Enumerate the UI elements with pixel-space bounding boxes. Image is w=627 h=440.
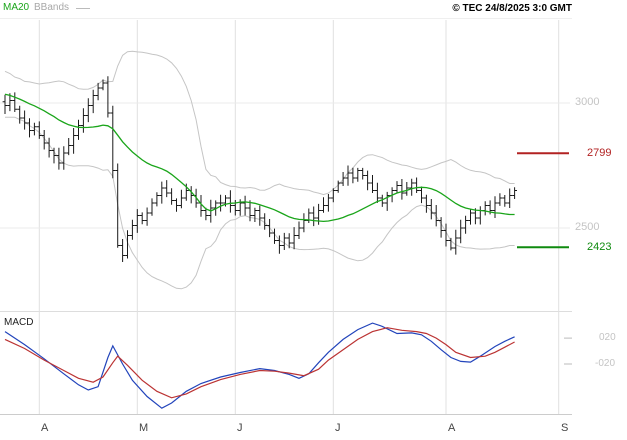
macd-signal-line bbox=[4, 327, 515, 399]
x-axis-label-may: M bbox=[139, 422, 149, 434]
bb-lower-line bbox=[5, 116, 515, 290]
x-axis-label-april: A bbox=[41, 422, 49, 434]
bbands-line-sample-icon bbox=[76, 8, 90, 9]
chart-canvas[interactable] bbox=[0, 0, 572, 416]
macd-tick-negative: -020 bbox=[595, 358, 616, 369]
copyright-text: © TEC 24/8/2025 3:0 GMT bbox=[452, 3, 572, 14]
x-axis-label-june: J bbox=[237, 422, 243, 434]
x-axis-label-august: A bbox=[448, 422, 456, 434]
macd-panel-label: MACD bbox=[4, 317, 34, 328]
x-axis-label-july: J bbox=[335, 422, 341, 434]
price-bars bbox=[2, 76, 517, 262]
bb-upper-line bbox=[4, 50, 515, 196]
legend-bbands-label: BBands bbox=[34, 2, 70, 13]
legend-ma20-label: MA20 bbox=[3, 2, 30, 13]
macd-tick-positive: 020 bbox=[599, 332, 616, 343]
ma20-line bbox=[4, 93, 515, 223]
price-tick-3000: 3000 bbox=[575, 96, 600, 108]
macd-line bbox=[4, 322, 515, 409]
support-level-label: 2423 bbox=[587, 241, 612, 253]
resistance-level-label: 2799 bbox=[587, 147, 612, 159]
price-tick-2500: 2500 bbox=[575, 221, 600, 233]
x-axis-label-september: S bbox=[561, 422, 569, 434]
